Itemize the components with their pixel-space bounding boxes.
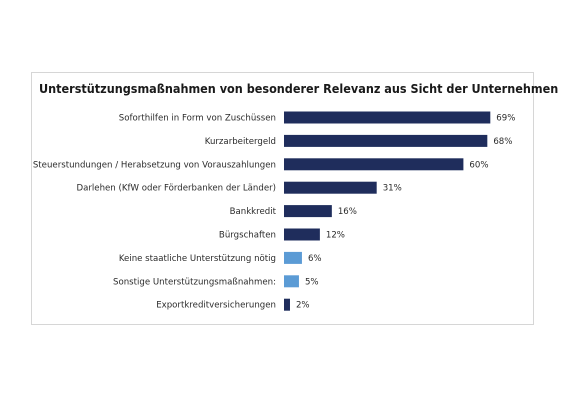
value-label: 60% — [469, 160, 488, 170]
category-label: Bürgschaften — [219, 231, 276, 241]
value-label: 69% — [496, 114, 515, 124]
value-label: 2% — [296, 301, 310, 311]
category-label: Sonstige Unterstützungsmaßnahmen: — [113, 277, 276, 287]
value-label: 68% — [493, 137, 512, 147]
value-label: 6% — [308, 254, 322, 264]
bar — [284, 111, 491, 124]
bar — [284, 181, 377, 194]
bar — [284, 134, 488, 147]
value-label: 12% — [326, 231, 345, 241]
category-label: Kurzarbeitergeld — [205, 137, 276, 147]
category-label: Darlehen (KfW oder Förderbanken der Länd… — [76, 184, 276, 194]
value-label: 5% — [305, 277, 319, 287]
bar — [284, 205, 332, 218]
bar — [284, 298, 290, 311]
category-label: Keine staatliche Unterstützung nötig — [119, 254, 276, 264]
category-label: Exportkreditversicherungen — [156, 301, 276, 311]
category-label: Steuerstundungen / Herabsetzung von Vora… — [33, 160, 276, 170]
category-label: Soforthilfen in Form von Zuschüssen — [119, 114, 276, 124]
chart-title: Unterstützungsmaßnahmen von besonderer R… — [39, 81, 559, 96]
bar — [284, 228, 320, 241]
bar — [284, 158, 464, 171]
value-label: 16% — [338, 207, 357, 217]
bar — [284, 251, 302, 264]
category-label: Bankkredit — [230, 207, 277, 217]
value-label: 31% — [383, 184, 402, 194]
bar — [284, 275, 299, 288]
bars-layer: Soforthilfen in Form von Zuschüssen 69% Ku… — [33, 111, 515, 311]
